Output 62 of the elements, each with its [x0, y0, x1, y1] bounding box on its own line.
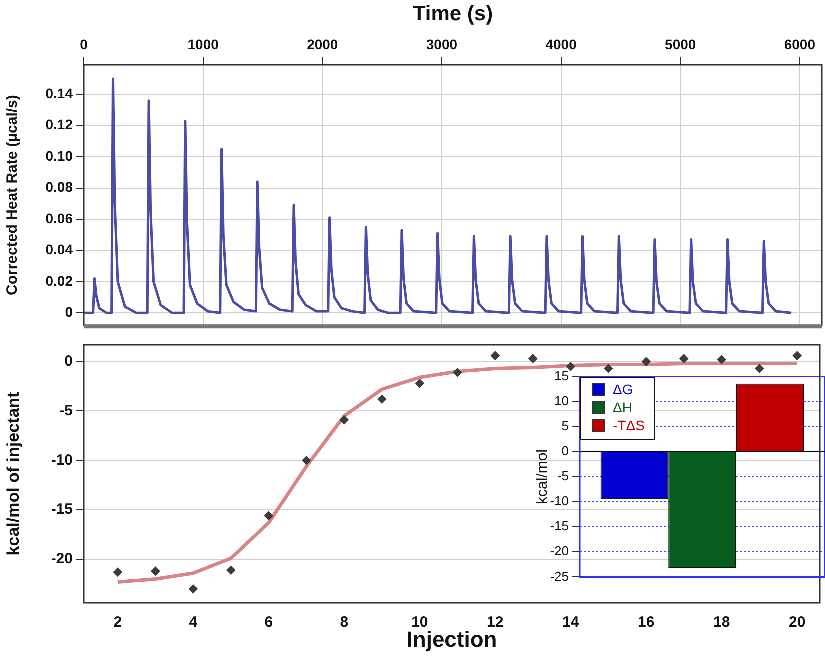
y-tick-label: 0: [65, 304, 74, 320]
y-tick-label: 0: [562, 444, 569, 459]
y-tick-label: -5: [60, 402, 73, 420]
y-axis-title: kcal/mol: [534, 449, 552, 505]
y-tick-label: -25: [550, 568, 569, 584]
point: [378, 394, 387, 404]
y-tick-label: 5: [562, 418, 569, 434]
y-tick-label: -5: [557, 468, 569, 484]
x2-tick-label: 1000: [188, 36, 220, 52]
y-tick-label: 0.08: [46, 179, 74, 196]
x-tick-label: 6: [264, 614, 274, 632]
point: [302, 456, 312, 466]
legend-label: ΔG: [613, 382, 634, 398]
y-tick-label: -10: [51, 452, 73, 469]
y-tick-label: -15: [550, 518, 569, 534]
point: [490, 351, 500, 360]
y-tick-label: 0.10: [46, 148, 74, 164]
y-tick-label: 15: [554, 368, 569, 384]
x-tick-label: 8: [340, 614, 349, 632]
y-tick-label: 0.14: [46, 86, 74, 102]
y-tick-label: -10: [550, 494, 569, 509]
point: [792, 351, 802, 360]
point: [566, 362, 576, 372]
point: [151, 566, 160, 576]
y-tick-label: 0.02: [46, 272, 74, 289]
point: [340, 416, 349, 425]
x2-axis-title: Time (s): [412, 2, 494, 26]
x-tick-label: 16: [638, 614, 655, 632]
x2-tick-label: 2000: [307, 36, 338, 52]
y-tick-label: 0.12: [46, 116, 74, 133]
point: [717, 355, 726, 364]
x-tick-label: 2: [114, 614, 122, 632]
point: [680, 354, 689, 364]
y-tick-label: -15: [51, 501, 73, 518]
x2-tick-label: 6000: [784, 36, 816, 52]
point: [188, 584, 198, 594]
x2-tick-label: 4000: [546, 36, 578, 52]
point: [755, 364, 764, 374]
y-tick-label: -20: [550, 544, 569, 559]
y-tick-label: -20: [51, 550, 73, 568]
x-tick-label: 14: [562, 614, 580, 632]
y-tick-label: 10: [554, 393, 569, 408]
point: [528, 354, 538, 364]
x-tick-label: 20: [789, 614, 806, 632]
x2-tick-label: 5000: [665, 36, 696, 52]
point: [604, 364, 614, 374]
legend-label: ΔH: [613, 400, 632, 416]
y-tick-label: 0.06: [46, 210, 74, 226]
point: [226, 566, 236, 575]
y-axis-title: kcal/mol of injectant: [4, 392, 23, 556]
y-tick-label: 0: [64, 352, 73, 370]
x-tick-label: 18: [714, 614, 730, 632]
x-tick-label: 4: [189, 614, 198, 632]
point: [264, 512, 274, 521]
point: [113, 568, 122, 577]
y-tick-label: 0.04: [46, 242, 74, 258]
legend-label: -TΔS: [613, 418, 645, 434]
point: [642, 357, 651, 366]
point: [453, 368, 462, 378]
x2-tick-label: 3000: [426, 36, 458, 52]
y-axis-title: Corrected Heat Rate (µcal/s): [4, 95, 22, 296]
point: [415, 379, 424, 388]
